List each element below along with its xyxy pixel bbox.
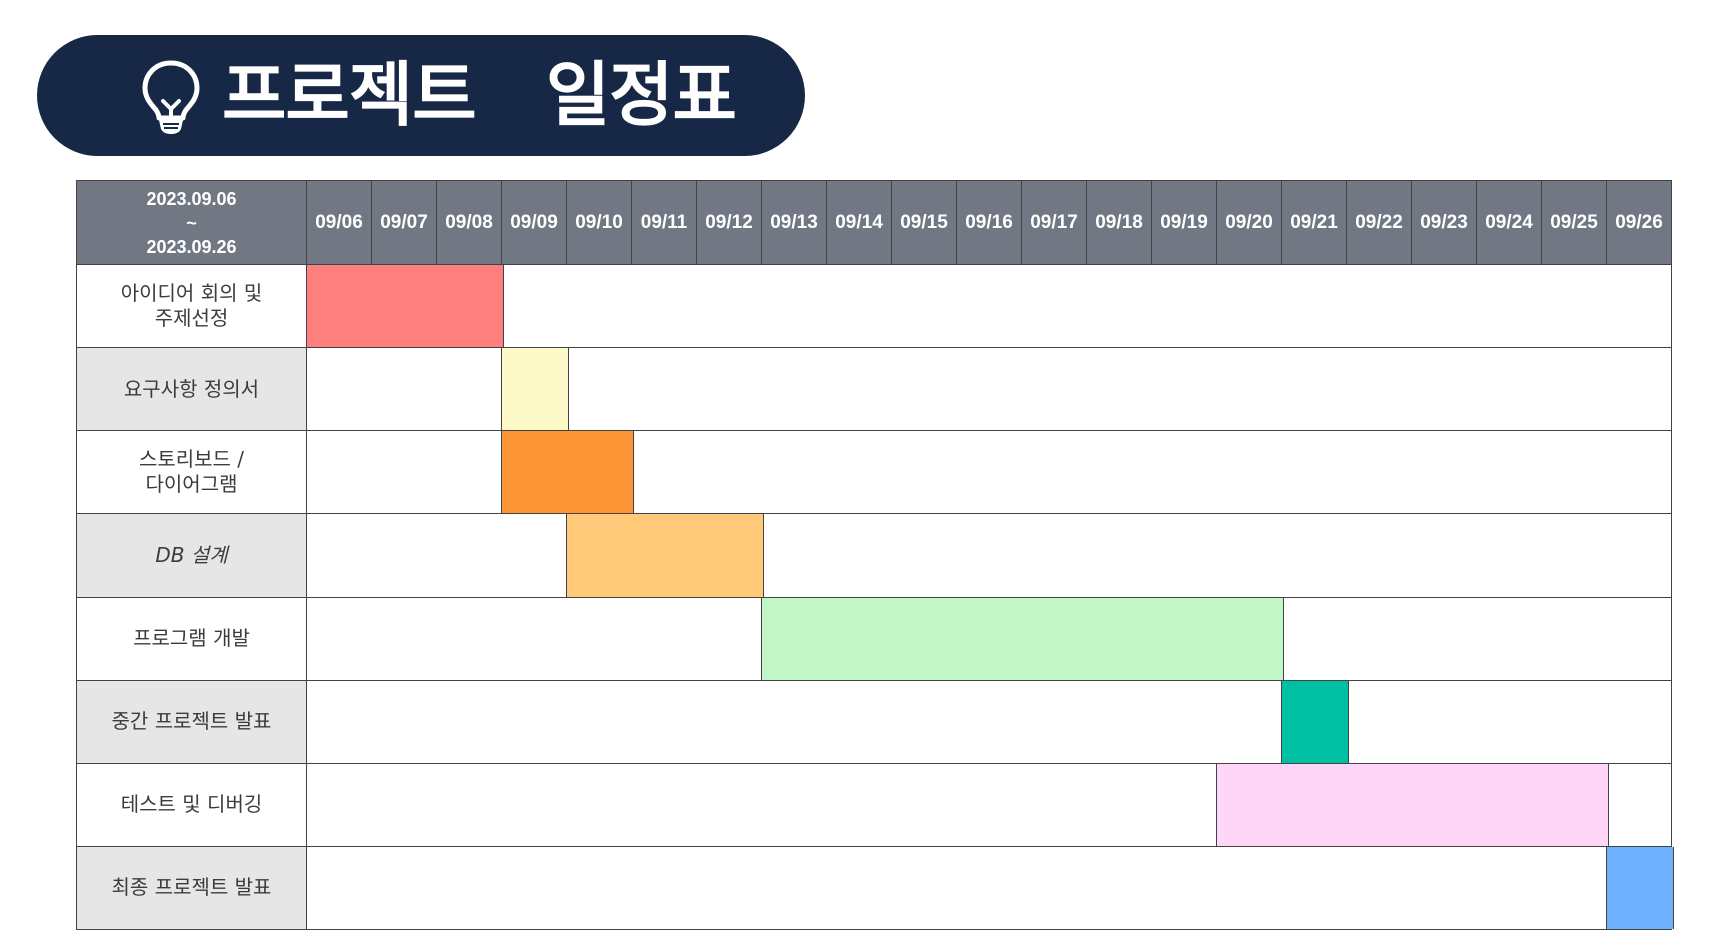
page-title: 프로젝트 일정표	[222, 54, 737, 136]
task-label: 요구사항 정의서	[76, 347, 307, 432]
task-bar	[501, 431, 634, 514]
date-header: 09/08	[436, 180, 502, 265]
date-header: 09/22	[1346, 180, 1412, 265]
task-bar	[1281, 680, 1349, 763]
task-label: DB 설계	[76, 513, 307, 598]
date-header: 09/13	[761, 180, 827, 265]
task-timeline	[306, 596, 1672, 681]
task-timeline	[306, 430, 1672, 515]
lightbulb-icon	[142, 60, 200, 134]
task-label: 프로그램 개발	[76, 596, 307, 681]
date-header: 09/18	[1086, 180, 1152, 265]
task-label: 테스트 및 디버깅	[76, 762, 307, 847]
task-bar	[1606, 846, 1674, 929]
task-row: 스토리보드 / 다이어그램	[76, 430, 1672, 515]
task-label: 스토리보드 / 다이어그램	[76, 430, 307, 515]
date-header: 09/21	[1281, 180, 1347, 265]
range-separator: ~	[186, 212, 197, 233]
date-header: 09/25	[1541, 180, 1607, 265]
date-header: 09/12	[696, 180, 762, 265]
task-row: 아이디어 회의 및 주제선정	[76, 263, 1672, 349]
date-header: 09/14	[826, 180, 892, 265]
task-bar	[761, 597, 1284, 680]
date-header: 09/17	[1021, 180, 1087, 265]
task-bar	[566, 514, 764, 597]
date-range-header: 2023.09.06 ~ 2023.09.26	[76, 180, 307, 265]
range-end: 2023.09.26	[146, 236, 237, 257]
page-title-banner: 프로젝트 일정표	[37, 35, 805, 156]
task-timeline	[306, 263, 1672, 349]
task-bar	[1216, 763, 1609, 846]
date-header: 09/09	[501, 180, 567, 265]
date-header: 09/11	[631, 180, 697, 265]
date-header: 09/23	[1411, 180, 1477, 265]
task-timeline	[306, 513, 1672, 598]
date-header: 09/07	[371, 180, 437, 265]
task-bar	[306, 265, 504, 348]
task-row: 요구사항 정의서	[76, 347, 1672, 432]
task-row: 테스트 및 디버깅	[76, 762, 1672, 847]
task-row: 프로그램 개발	[76, 596, 1672, 681]
task-row: 최종 프로젝트 발표	[76, 845, 1674, 931]
task-timeline	[306, 845, 1674, 931]
task-timeline	[306, 679, 1672, 764]
gantt-chart: 2023.09.06 ~ 2023.09.26 09/06 09/07 09/0…	[76, 180, 1674, 931]
task-row: 중간 프로젝트 발표	[76, 679, 1672, 764]
date-header: 09/10	[566, 180, 632, 265]
task-timeline	[306, 762, 1672, 847]
header-row: 2023.09.06 ~ 2023.09.26 09/06 09/07 09/0…	[76, 180, 1672, 265]
date-header: 09/20	[1216, 180, 1282, 265]
date-header: 09/16	[956, 180, 1022, 265]
date-header: 09/26	[1606, 180, 1672, 265]
task-label: 중간 프로젝트 발표	[76, 679, 307, 764]
task-bar	[501, 348, 569, 431]
date-header: 09/06	[306, 180, 372, 265]
task-row: DB 설계	[76, 513, 1672, 598]
task-label: 최종 프로젝트 발표	[76, 845, 307, 931]
task-timeline	[306, 347, 1672, 432]
date-header: 09/15	[891, 180, 957, 265]
date-header: 09/19	[1151, 180, 1217, 265]
range-start: 2023.09.06	[146, 188, 237, 209]
task-label: 아이디어 회의 및 주제선정	[76, 263, 307, 349]
date-header: 09/24	[1476, 180, 1542, 265]
